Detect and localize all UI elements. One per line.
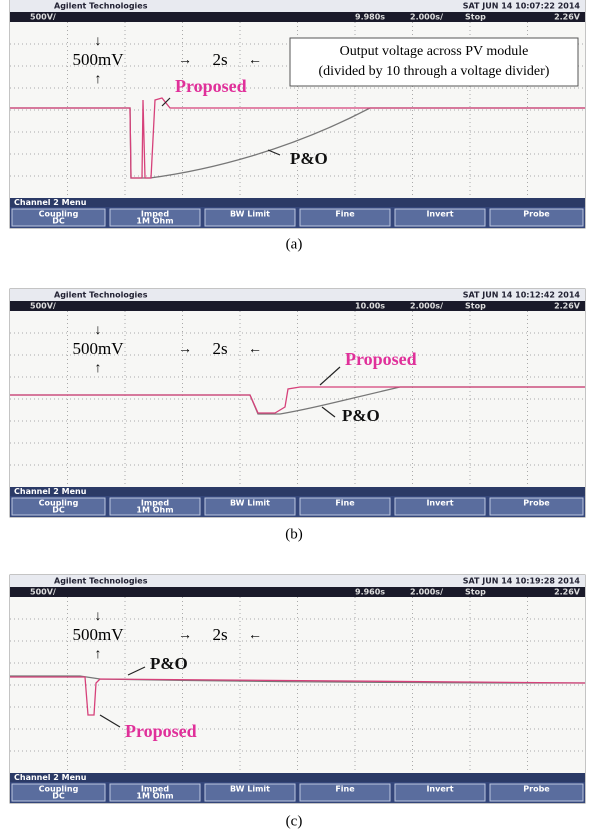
status-field: 500V/ (30, 588, 56, 597)
button-label: BW Limit (230, 785, 270, 794)
menu-bar (10, 773, 585, 782)
t-arrow: → (178, 53, 192, 68)
datetime: SAT JUN 14 10:19:28 2014 (463, 577, 581, 586)
t-scale: 2s (212, 50, 227, 69)
note-line: Output voltage across PV module (340, 44, 529, 59)
v-scale: 500mV (73, 625, 125, 644)
t-arrow: → (178, 342, 192, 357)
status-bar (10, 587, 585, 597)
scope-panel: Agilent Technologies SAT JUN 14 10:07:22 … (10, 0, 585, 228)
v-scale: 500mV (73, 339, 125, 358)
brand: Agilent Technologies (54, 577, 148, 586)
v-arrow: ↓ (95, 34, 102, 49)
v-arrow: ↓ (95, 609, 102, 624)
status-field: Stop (465, 13, 486, 22)
po-label: P&O (290, 149, 328, 168)
status-field: 500V/ (30, 302, 56, 311)
status-bar (10, 12, 585, 22)
figure: Agilent Technologies SAT JUN 14 10:07:22 … (0, 0, 589, 835)
button-label: Probe (523, 499, 550, 508)
status-field: 2.26V (554, 302, 581, 311)
status-field: Stop (465, 588, 486, 597)
button-label: Probe (523, 210, 550, 219)
button-label: 1M Ohm (136, 792, 173, 801)
menu-title: Channel 2 Menu (14, 487, 87, 496)
status-field: 2.000s/ (410, 13, 443, 22)
button-label: DC (52, 217, 65, 226)
proposed-label: Proposed (125, 721, 197, 741)
status-field: 2.26V (554, 13, 581, 22)
t-scale: 2s (212, 625, 227, 644)
proposed-label: Proposed (345, 349, 417, 369)
scope-panel: Agilent Technologies SAT JUN 14 10:12:42 … (10, 289, 585, 517)
menu-bar (10, 487, 585, 496)
v-arrow: ↑ (95, 647, 102, 662)
status-bar (10, 301, 585, 311)
button-label: 1M Ohm (136, 217, 173, 226)
button-label: Fine (335, 210, 355, 219)
status-field: Stop (465, 302, 486, 311)
status-field: 9.980s (355, 13, 385, 22)
button-label: BW Limit (230, 499, 270, 508)
t-arrow: ← (248, 53, 262, 68)
v-arrow: ↑ (95, 72, 102, 87)
caption: (b) (285, 526, 303, 542)
button-label: Invert (426, 210, 453, 219)
menu-title: Channel 2 Menu (14, 198, 87, 207)
datetime: SAT JUN 14 10:07:22 2014 (463, 2, 581, 11)
button-label: Invert (426, 785, 453, 794)
button-label: Invert (426, 499, 453, 508)
status-field: 2.000s/ (410, 588, 443, 597)
button-label: 1M Ohm (136, 506, 173, 515)
status-field: 9.960s (355, 588, 385, 597)
status-field: 2.000s/ (410, 302, 443, 311)
status-field: 2.26V (554, 588, 581, 597)
t-arrow: → (178, 628, 192, 643)
po-label: P&O (342, 406, 380, 425)
t-arrow: ← (248, 628, 262, 643)
scope-panel: Agilent Technologies SAT JUN 14 10:19:28 … (10, 575, 585, 803)
menu-bar (10, 198, 585, 207)
note-line: (divided by 10 through a voltage divider… (319, 64, 550, 79)
t-scale: 2s (212, 339, 227, 358)
po-label: P&O (150, 654, 188, 673)
button-label: BW Limit (230, 210, 270, 219)
datetime: SAT JUN 14 10:12:42 2014 (463, 291, 581, 300)
v-arrow: ↑ (95, 361, 102, 376)
caption: (c) (286, 813, 303, 829)
menu-title: Channel 2 Menu (14, 773, 87, 782)
t-arrow: ← (248, 342, 262, 357)
proposed-label: Proposed (175, 76, 247, 96)
v-scale: 500mV (73, 50, 125, 69)
status-field: 10.00s (355, 302, 385, 311)
button-label: Fine (335, 499, 355, 508)
caption: (a) (286, 236, 303, 252)
button-label: Fine (335, 785, 355, 794)
v-arrow: ↓ (95, 323, 102, 338)
brand: Agilent Technologies (54, 2, 148, 11)
brand: Agilent Technologies (54, 291, 148, 300)
button-label: DC (52, 506, 65, 515)
button-label: Probe (523, 785, 550, 794)
status-field: 500V/ (30, 13, 56, 22)
button-label: DC (52, 792, 65, 801)
